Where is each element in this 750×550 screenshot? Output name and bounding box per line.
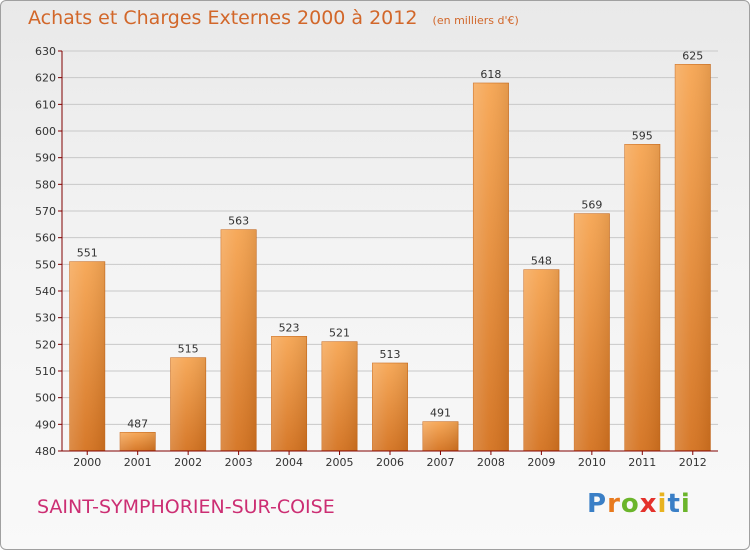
y-tick-label: 500 [35, 392, 56, 405]
x-tick-label: 2011 [628, 456, 656, 469]
y-tick-label: 620 [35, 72, 56, 85]
bar-shine [473, 83, 509, 451]
x-tick-label: 2005 [326, 456, 354, 469]
logo-letter: P [587, 489, 608, 519]
x-tick-label: 2007 [426, 456, 454, 469]
y-tick-label: 560 [35, 232, 56, 245]
y-tick-label: 630 [35, 45, 56, 58]
bar-value-label: 487 [127, 417, 148, 430]
bar-shine [624, 144, 660, 452]
x-tick-label: 2000 [73, 456, 101, 469]
y-tick-label: 550 [35, 258, 56, 271]
y-tick-label: 590 [35, 152, 56, 165]
x-tick-label: 2010 [578, 456, 606, 469]
bar-value-label: 491 [430, 407, 451, 420]
logo-letter: i [680, 489, 691, 519]
y-tick-label: 540 [35, 285, 56, 298]
bar-value-label: 523 [279, 321, 300, 334]
bar-shine [321, 341, 358, 451]
y-tick-label: 490 [35, 418, 56, 431]
y-tick-label: 570 [35, 205, 56, 218]
bar-shine [422, 421, 459, 451]
bar-layer: 551 487 515 563 523 521 513 491 618 548 569 595 625 [69, 49, 711, 452]
bar-shine [523, 269, 560, 451]
title-row: Achats et Charges Externes 2000 à 2012 (… [28, 7, 519, 29]
logo-letter: r [607, 489, 621, 519]
x-tick-label: 2009 [527, 456, 555, 469]
logo-letter: o [620, 489, 640, 519]
bar-value-label: 548 [531, 255, 552, 268]
bar-shine [220, 229, 257, 451]
x-tick-label: 2004 [275, 456, 303, 469]
bar-shine [271, 336, 307, 451]
bar-value-label: 513 [380, 348, 401, 361]
x-tick-label: 2001 [124, 456, 152, 469]
y-tick-label: 520 [35, 338, 56, 351]
y-tick-label: 610 [35, 98, 56, 111]
x-tick-label: 2002 [174, 456, 202, 469]
y-tick-label: 600 [35, 125, 56, 138]
bar-value-label: 625 [682, 49, 703, 62]
logo-letter: t [667, 489, 681, 519]
bar-value-label: 595 [632, 129, 653, 142]
chart-subtitle: (en milliers d'€) [432, 14, 519, 27]
proxiti-logo: Proxiti [587, 489, 691, 519]
bar-shine [120, 432, 156, 451]
city-name: SAINT-SYMPHORIEN-SUR-COISE [37, 496, 335, 518]
bar-value-label: 563 [228, 215, 249, 228]
bar-shine [372, 363, 408, 451]
y-tick-label: 510 [35, 365, 56, 378]
bar-value-label: 618 [480, 68, 501, 81]
bar-shine [675, 64, 711, 452]
y-tick-label: 480 [35, 445, 56, 458]
axis-layer: 480 490 500 510 520 530 540 550 560 570 580 590 600 6… [35, 45, 718, 469]
bar-value-label: 515 [178, 343, 199, 356]
x-tick-label: 2003 [225, 456, 253, 469]
logo-letter: i [657, 489, 668, 519]
logo-letter: x [639, 489, 658, 519]
y-tick-label: 580 [35, 178, 56, 191]
bar-shine [574, 213, 610, 451]
bar-value-label: 551 [77, 247, 98, 260]
bar-shine [69, 261, 105, 451]
x-tick-label: 2012 [679, 456, 707, 469]
chart-title: Achats et Charges Externes 2000 à 2012 [28, 7, 418, 29]
x-tick-label: 2006 [376, 456, 404, 469]
bar-shine [170, 357, 206, 451]
bar-value-label: 569 [581, 199, 602, 212]
bar-value-label: 521 [329, 327, 350, 340]
y-tick-label: 530 [35, 312, 56, 325]
x-tick-label: 2008 [477, 456, 505, 469]
